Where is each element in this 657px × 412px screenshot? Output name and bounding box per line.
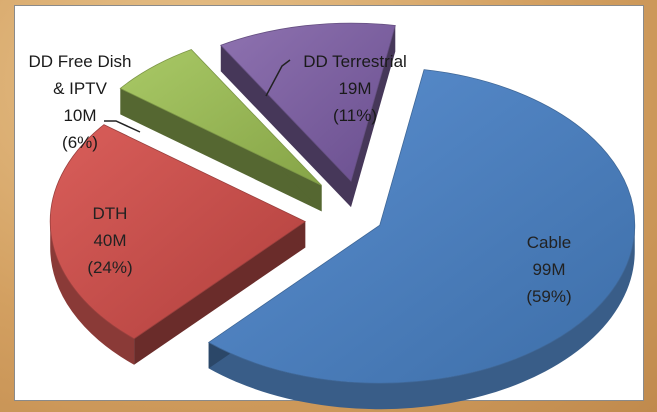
label-free-dish-line-2: & IPTV [53,79,108,98]
pie-slice-terrestrial [220,22,396,208]
label-cable-line-3: (59%) [526,287,571,306]
pie-slice-dth [49,124,307,365]
label-free-dish-line-3: 10M [63,106,96,125]
pie-slices [49,22,636,410]
label-free-dish-line-1: DD Free Dish [29,52,132,71]
label-cable-line-2: 99M [532,260,565,279]
pie-slice-face-dth-0 [134,221,306,365]
pie-slice-free-dish [119,49,322,212]
label-dth-line-3: (24%) [87,258,132,277]
pie-slice-face-terrestrial-0 [220,45,352,208]
pie-slice-face-free-dish-0 [120,88,322,212]
label-dth-line-1: DTH [93,204,128,223]
pie-slice-wall-dth [50,221,135,365]
pie-slice-top-cable [207,69,636,384]
label-free-dish: DD Free Dish & IPTV 10M (6%) [29,52,132,152]
label-terrestrial-line-3: (11%) [333,106,377,125]
label-terrestrial-line-1: DD Terrestrial [303,52,407,71]
pie-slice-face-terrestrial-1 [351,25,396,208]
label-dth: DTH 40M (24%) [87,204,132,277]
pie-slice-wall-cable [208,225,635,410]
pie-slice-top-free-dish [119,49,322,186]
label-cable-line-1: Cable [527,233,571,252]
leader-line-free-dish [104,120,141,133]
pie-slice-top-dth [49,124,307,340]
label-terrestrial: DD Terrestrial 19M (11%) [303,52,407,125]
label-dth-line-2: 40M [93,231,126,250]
pie-slice-cable [207,69,636,410]
label-terrestrial-line-2: 19M [338,79,371,98]
pie-slice-top-terrestrial [220,22,396,182]
label-free-dish-line-4: (6%) [62,133,98,152]
leader-line-terrestrial [265,59,291,97]
label-cable: Cable 99M (59%) [526,233,571,306]
